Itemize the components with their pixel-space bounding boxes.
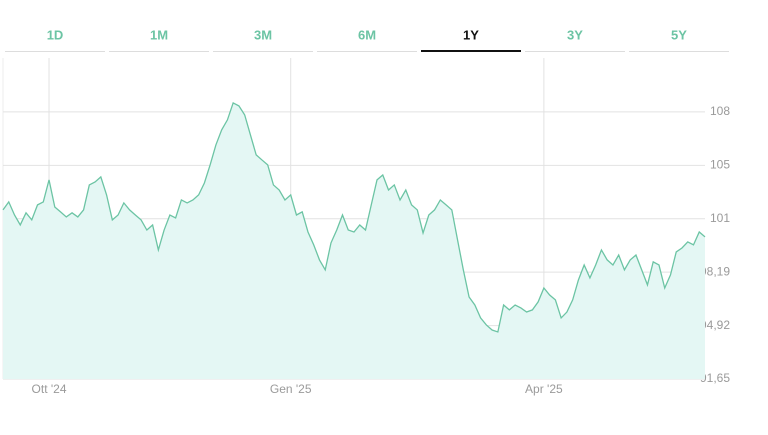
tab-label[interactable]: 1M <box>150 27 168 42</box>
y-tick-label: 105 <box>710 157 730 171</box>
tab-label[interactable]: 1D <box>47 27 64 42</box>
y-tick-label: 108 <box>710 104 730 118</box>
x-tick-label: Ott '24 <box>32 382 67 396</box>
price-line <box>2 101 706 333</box>
tab-label[interactable]: 3M <box>254 27 272 42</box>
y-tick-label: 94,92 <box>700 318 730 332</box>
tab-underline[interactable] <box>109 51 209 52</box>
y-tick-label: 98,19 <box>700 264 730 278</box>
x-tick-label: Gen '25 <box>270 382 312 396</box>
tab-label[interactable]: 1Y <box>463 27 479 42</box>
tab-label[interactable]: 5Y <box>671 27 687 42</box>
tab-label[interactable]: 3Y <box>567 27 583 42</box>
tab-underline[interactable] <box>629 51 729 52</box>
area-fill <box>3 102 705 380</box>
x-tick-label: Apr '25 <box>525 382 563 396</box>
tab-underline[interactable] <box>525 51 625 52</box>
tab-underline[interactable] <box>213 51 313 52</box>
y-tick-label: 101 <box>710 211 730 225</box>
tab-underline[interactable] <box>317 51 417 52</box>
tab-underline[interactable] <box>5 51 105 52</box>
tab-label[interactable]: 6M <box>358 27 376 42</box>
y-tick-label: 91,65 <box>700 371 730 385</box>
tab-underline[interactable] <box>421 50 521 52</box>
